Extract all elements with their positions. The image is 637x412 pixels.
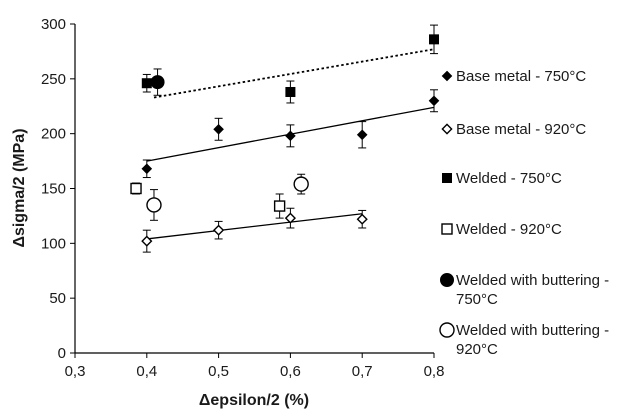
data-point-layer bbox=[130, 34, 440, 247]
x-tick-label: 0,5 bbox=[208, 363, 229, 380]
x-tick-label: 0,3 bbox=[65, 363, 86, 380]
data-point bbox=[141, 163, 153, 175]
legend-label: Welded - 750°C bbox=[456, 170, 562, 187]
y-tick-label: 150 bbox=[41, 181, 66, 198]
data-point bbox=[150, 75, 165, 90]
data-point bbox=[356, 213, 368, 225]
legend-marker bbox=[442, 173, 452, 183]
legend-label: Welded with buttering - 920°C bbox=[456, 322, 609, 358]
data-point bbox=[428, 95, 440, 107]
legend: Base metal - 750°C Base metal - 920°C Weld… bbox=[439, 68, 609, 358]
y-tick-label: 300 bbox=[41, 16, 66, 33]
x-tick-label: 0,6 bbox=[280, 363, 301, 380]
legend-marker bbox=[441, 70, 453, 82]
x-tick-label: 0,7 bbox=[352, 363, 373, 380]
y-tick-label: 100 bbox=[41, 235, 66, 252]
data-point bbox=[213, 123, 224, 135]
legend-label-line: 750°C bbox=[456, 291, 498, 308]
x-axis-title: Δepsilon/2 (%) bbox=[199, 392, 309, 409]
legend-label-line: Welded with buttering - bbox=[456, 272, 609, 289]
data-point bbox=[141, 235, 153, 247]
data-point bbox=[293, 176, 309, 192]
legend-label-line: Welded - 750°C bbox=[456, 170, 562, 187]
data-point bbox=[213, 224, 225, 236]
data-point bbox=[130, 182, 142, 195]
y-tick-label: 50 bbox=[49, 290, 66, 307]
data-point bbox=[285, 86, 296, 97]
legend-label-line: 920°C bbox=[456, 341, 498, 358]
y-tick-label: 200 bbox=[41, 126, 66, 143]
x-tick-label: 0,8 bbox=[424, 363, 445, 380]
legend-label-line: Base metal - 920°C bbox=[456, 121, 586, 138]
legend-marker bbox=[441, 223, 453, 235]
legend-label: Welded - 920°C bbox=[456, 221, 562, 238]
trendline bbox=[153, 48, 435, 99]
legend-label-line: Base metal - 750°C bbox=[456, 68, 586, 85]
y-tick-label: 0 bbox=[58, 345, 66, 362]
legend-label-line: Welded - 920°C bbox=[456, 221, 562, 238]
legend-marker bbox=[440, 273, 454, 287]
data-point bbox=[273, 200, 286, 212]
data-point bbox=[141, 78, 152, 89]
data-point bbox=[285, 130, 296, 142]
data-point bbox=[284, 212, 296, 224]
legend-marker bbox=[441, 123, 453, 135]
y-tick-label: 250 bbox=[41, 71, 66, 88]
x-tick-label: 0,4 bbox=[136, 363, 157, 380]
data-point bbox=[146, 197, 162, 213]
tick-layer: 0 50 100 150 200 250 300 0,3 0,4 0,5 0,6 0,7 0,8 bbox=[41, 16, 444, 380]
y-axis-title: Δsigma/2 (MPa) bbox=[11, 128, 28, 247]
legend-label: Welded with buttering - 750°C bbox=[456, 272, 609, 308]
legend-label: Base metal - 920°C bbox=[456, 121, 586, 138]
trendline bbox=[146, 213, 363, 240]
legend-label: Base metal - 750°C bbox=[456, 68, 586, 85]
data-point bbox=[356, 129, 368, 141]
axes bbox=[74, 24, 434, 354]
legend-label-line: Welded with buttering - bbox=[456, 322, 609, 339]
data-point bbox=[429, 34, 439, 45]
legend-marker bbox=[439, 322, 455, 338]
